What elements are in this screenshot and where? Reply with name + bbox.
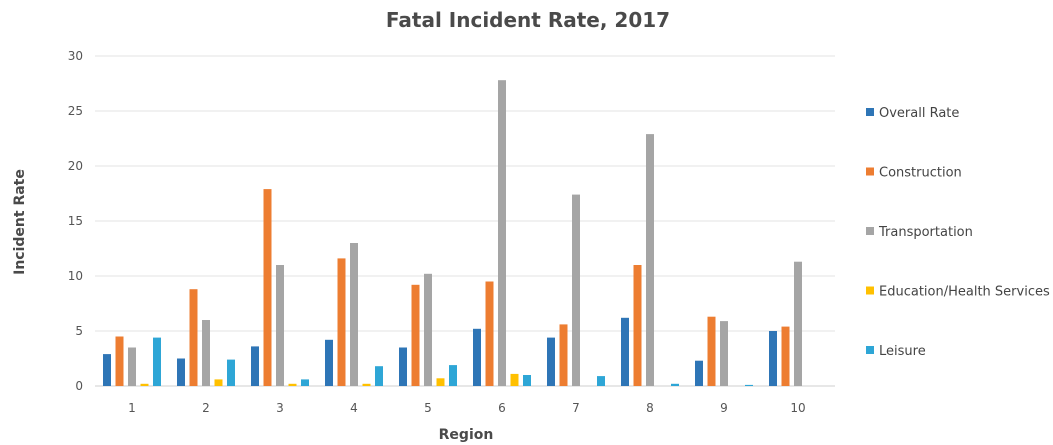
bar: [251, 346, 259, 386]
bar: [794, 261, 802, 386]
bar: [621, 317, 629, 386]
legend-swatch: [866, 167, 874, 176]
x-tick-label: 4: [350, 401, 358, 415]
bar: [177, 358, 185, 386]
legend-label: Transportation: [878, 225, 973, 240]
bar: [140, 383, 149, 386]
bar: [781, 326, 790, 386]
legend-swatch: [866, 108, 874, 116]
bar: [202, 320, 210, 386]
y-tick-label: 25: [68, 104, 83, 118]
bar: [547, 337, 555, 386]
x-tick-label: 6: [498, 401, 506, 415]
legend-swatch: [866, 227, 874, 235]
bar: [633, 265, 642, 386]
y-tick-label: 10: [68, 269, 83, 283]
bar: [301, 379, 309, 386]
y-tick-label: 20: [68, 159, 83, 173]
bar: [325, 339, 333, 386]
y-tick-label: 30: [68, 49, 83, 63]
bar: [362, 383, 371, 386]
bar: [671, 383, 679, 386]
x-tick-label: 8: [646, 401, 654, 415]
y-axis-label: Incident Rate: [12, 169, 28, 275]
x-axis-label: Region: [439, 427, 494, 443]
y-tick-label: 0: [75, 379, 83, 393]
bar: [436, 378, 445, 386]
x-tick-label: 3: [276, 401, 284, 415]
bar: [449, 365, 457, 386]
x-axis-ticks: 1 2 3 4 5 6 7 8 9 10: [128, 401, 805, 415]
legend-swatch: [866, 286, 874, 295]
bar: [695, 360, 703, 386]
bar: [745, 384, 753, 386]
legend-label: Construction: [879, 166, 962, 181]
bar: [375, 366, 383, 386]
bar: [399, 347, 407, 386]
bar: [103, 354, 111, 386]
bar: [288, 383, 297, 386]
chart-title: Fatal Incident Rate, 2017: [386, 8, 670, 32]
legend: Overall Rate Construction Transportation Ed…: [866, 106, 1050, 359]
bar: [646, 134, 654, 386]
bar: [115, 336, 124, 386]
bar: [424, 273, 432, 386]
x-tick-label: 9: [720, 401, 728, 415]
y-tick-label: 5: [75, 324, 83, 338]
bar: [510, 373, 519, 386]
legend-label: Leisure: [879, 344, 926, 359]
bar: [263, 189, 272, 386]
x-tick-label: 5: [424, 401, 432, 415]
bar: [498, 80, 506, 386]
x-tick-label: 1: [128, 401, 136, 415]
bar: [523, 375, 531, 386]
bar: [227, 359, 235, 386]
bar: [153, 337, 161, 386]
bar: [189, 289, 198, 386]
bar: [214, 379, 223, 386]
legend-label: Education/Health Services: [879, 285, 1050, 300]
bars: [103, 80, 802, 386]
bar: [769, 331, 777, 386]
bar: [411, 284, 420, 386]
gridlines: [95, 55, 835, 387]
x-tick-label: 7: [572, 401, 580, 415]
bar: [572, 194, 580, 386]
x-tick-label: 2: [202, 401, 210, 415]
bar: [337, 258, 346, 386]
bar: [473, 328, 481, 386]
y-axis-ticks: 0 5 10 15 20 25 30: [68, 49, 83, 393]
bar: [720, 321, 728, 386]
y-tick-label: 15: [68, 214, 83, 228]
bar: [128, 347, 136, 386]
legend-label: Overall Rate: [879, 106, 959, 121]
bar: [350, 243, 358, 386]
bar: [707, 316, 716, 386]
bar: [485, 281, 494, 386]
bar: [559, 324, 568, 386]
bar: [276, 265, 284, 386]
x-tick-label: 10: [790, 401, 805, 415]
legend-swatch: [866, 346, 874, 354]
bar: [597, 376, 605, 386]
